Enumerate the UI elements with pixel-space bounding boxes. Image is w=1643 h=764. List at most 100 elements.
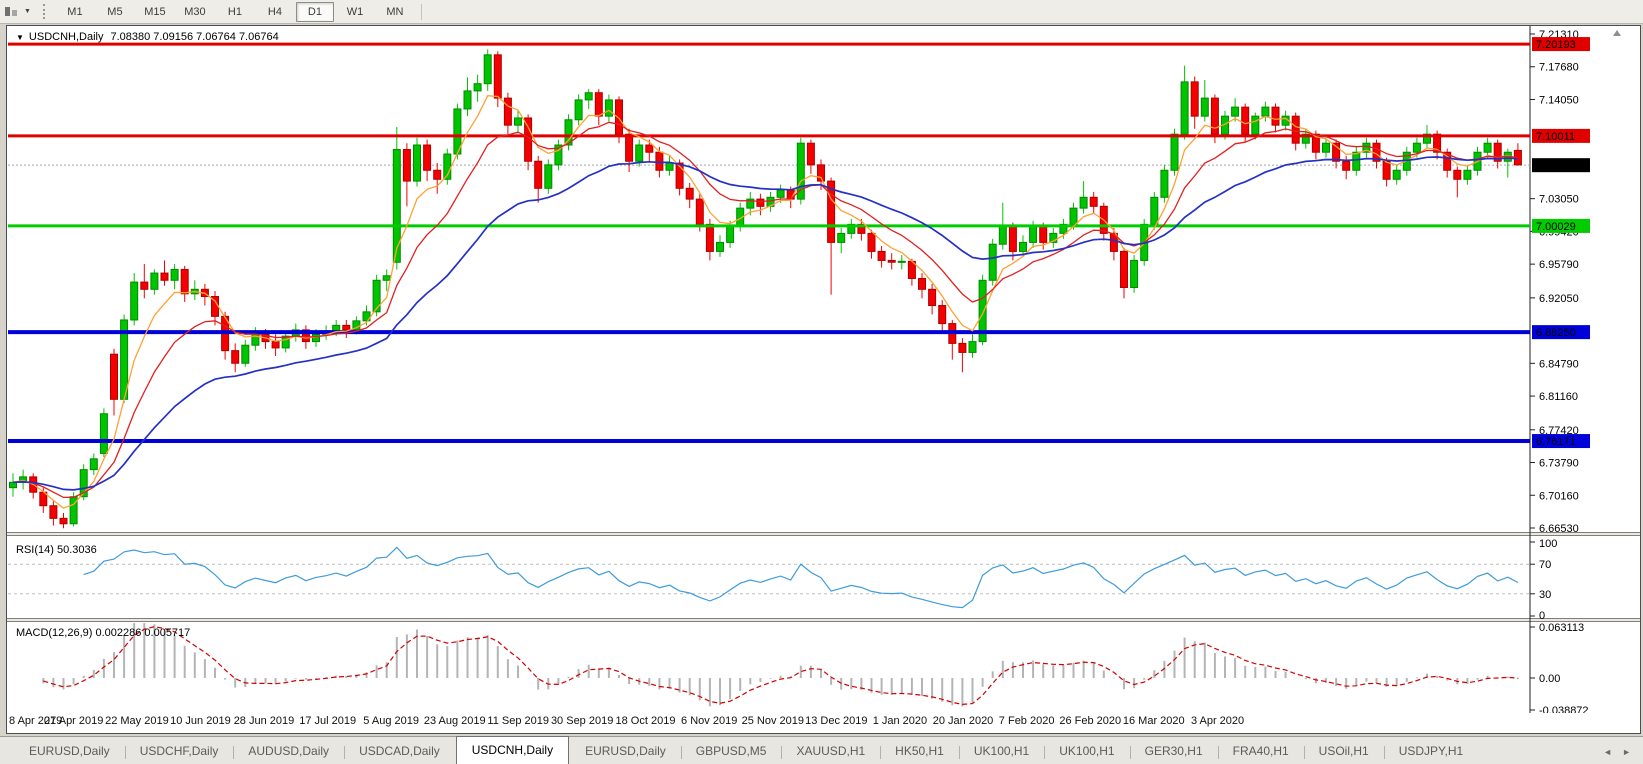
svg-text:7.10011: 7.10011 <box>1536 131 1575 143</box>
candle <box>453 103 462 160</box>
tab-scroll-left-icon[interactable]: ◄ <box>1603 747 1613 757</box>
date-label: 27 Apr 2019 <box>44 715 104 727</box>
chart-tab-hk50-h1[interactable]: HK50,H1 <box>880 739 959 764</box>
rsi-line <box>83 546 1519 609</box>
candle <box>1392 164 1401 185</box>
timeframe-button-m30[interactable]: M30 <box>184 5 206 18</box>
rsi-level-label: 100 <box>1539 538 1557 550</box>
toolbar-grip-handle[interactable] <box>42 4 47 19</box>
chart-shift-marker-icon[interactable] <box>1613 30 1621 36</box>
timeframe-button-mn[interactable]: MN <box>386 5 404 18</box>
price-tick-label: 6.84790 <box>1539 358 1579 370</box>
candle <box>281 330 290 353</box>
chart-tab-audusd-daily[interactable]: AUDUSD,Daily <box>233 739 344 764</box>
candle <box>978 274 987 346</box>
candle <box>1130 255 1139 293</box>
date-label: 3 Apr 2020 <box>1190 715 1245 727</box>
chart-tab-uk100-h1[interactable]: UK100,H1 <box>958 739 1044 764</box>
price-tick-label: 7.17680 <box>1539 62 1579 74</box>
candle <box>776 184 785 203</box>
chart-tab-uk100-h1[interactable]: UK100,H1 <box>1044 739 1129 764</box>
candle <box>756 193 765 216</box>
price-line-label: 7.10011 <box>1532 128 1590 143</box>
candle <box>1190 76 1199 129</box>
candle <box>948 319 957 360</box>
candle <box>544 159 553 194</box>
main-chart-svg[interactable]: 7.213107.176807.140507.030506.994206.957… <box>7 26 1640 713</box>
candle <box>433 163 442 194</box>
macd-axis-label: -0.038872 <box>1539 705 1589 713</box>
price-line-label: 6.88250 <box>1532 325 1590 340</box>
price-tick-label: 7.14050 <box>1539 94 1579 106</box>
chart-tab-usoil-h1[interactable]: USOil,H1 <box>1303 739 1384 764</box>
timeframe-button-m5[interactable]: M5 <box>107 5 123 18</box>
date-label: 1 Jan 2020 <box>872 715 928 727</box>
svg-text:6.76171: 6.76171 <box>1536 436 1576 448</box>
chart-tab-usdjpy-h1[interactable]: USDJPY,H1 <box>1383 739 1478 764</box>
macd-histogram <box>42 623 1519 707</box>
chart-menu-caret-icon[interactable]: ▼ <box>16 32 24 42</box>
timeframe-button-h4[interactable]: H4 <box>267 5 282 18</box>
chart-tab-ger30-h1[interactable]: GER30,H1 <box>1129 739 1218 764</box>
chart-tab-usdcnh-daily[interactable]: USDCNH,Daily <box>455 736 570 764</box>
candle <box>473 74 482 102</box>
candle <box>483 49 492 91</box>
chart-style-dropdown-caret-icon[interactable]: ▼ <box>24 8 31 15</box>
candle <box>392 126 401 270</box>
chart-tab-gbpusd-m5[interactable]: GBPUSD,M5 <box>680 739 782 764</box>
price-tick-label: 6.95790 <box>1539 259 1579 271</box>
svg-text:7.00029: 7.00029 <box>1536 221 1576 233</box>
candles <box>9 49 1522 529</box>
date-label: 20 Jan 2020 <box>932 715 994 727</box>
candle <box>160 260 169 286</box>
chart-style-icon[interactable] <box>4 5 20 19</box>
chart-tab-eurusd-daily[interactable]: EURUSD,Daily <box>29 744 110 758</box>
price-tick-label: 6.66530 <box>1539 523 1579 535</box>
macd-label: MACD(12,26,9) 0.002286 0.005717 <box>16 627 190 639</box>
candle <box>877 246 886 268</box>
candle <box>443 148 452 185</box>
candle <box>1322 137 1330 158</box>
chart-tab-usdcad-daily[interactable]: USDCAD,Daily <box>344 739 455 764</box>
candle <box>928 283 937 315</box>
timeframe-button-h1[interactable]: H1 <box>227 5 242 18</box>
ma-mid-line <box>12 121 1518 499</box>
candle <box>110 348 118 416</box>
candle <box>372 274 381 317</box>
candle <box>1150 191 1159 230</box>
candle <box>716 235 724 257</box>
candle <box>554 139 563 171</box>
chart-tab-eurusd-daily[interactable]: EURUSD,Daily <box>585 744 666 758</box>
macd-axis-label: 0.00 <box>1539 673 1560 685</box>
chart-tab-usdchf-daily[interactable]: USDCHF,Daily <box>124 739 234 764</box>
candle <box>604 94 613 122</box>
timeframe-button-w1[interactable]: W1 <box>346 5 364 18</box>
macd-panel[interactable]: 0.063113 0.00 -0.038872 MACD(12,26,9) 0.002… <box>16 622 1589 713</box>
candle <box>988 238 997 286</box>
panel-separator[interactable] <box>7 532 1640 536</box>
svg-text:7.06764: 7.06764 <box>1536 160 1576 172</box>
chart-tab-xauusd-h1[interactable]: XAUUSD,H1 <box>781 739 880 764</box>
candle <box>1079 181 1088 214</box>
candle <box>837 227 846 254</box>
candle <box>1332 139 1341 169</box>
rsi-level-label: 0 <box>1539 610 1545 622</box>
rsi-panel[interactable]: 100 70 30 0 RSI(14) 50.3036 <box>8 538 1557 622</box>
chart-tab-fra40-h1[interactable]: FRA40,H1 <box>1217 739 1304 764</box>
candle <box>564 114 573 151</box>
chart-window[interactable]: ▼ USDCNH,Daily 7.08380 7.09156 7.06764 7… <box>6 25 1641 734</box>
panel-separator[interactable] <box>7 618 1640 622</box>
timeframe-button-d1[interactable]: D1 <box>295 1 334 22</box>
price-line-label: 7.20193 <box>1532 37 1590 52</box>
candle <box>170 264 179 290</box>
candle <box>99 408 108 458</box>
ma-fast-line <box>12 95 1519 509</box>
candle <box>493 51 502 108</box>
price-tick-label: 6.81160 <box>1539 391 1578 403</box>
date-label: 17 Jul 2019 <box>299 715 357 727</box>
tab-scroll-right-icon[interactable]: ► <box>1622 747 1631 757</box>
timeframe-button-m15[interactable]: M15 <box>144 5 166 18</box>
timeframe-button-m1[interactable]: M1 <box>67 5 83 18</box>
candle <box>89 453 98 476</box>
